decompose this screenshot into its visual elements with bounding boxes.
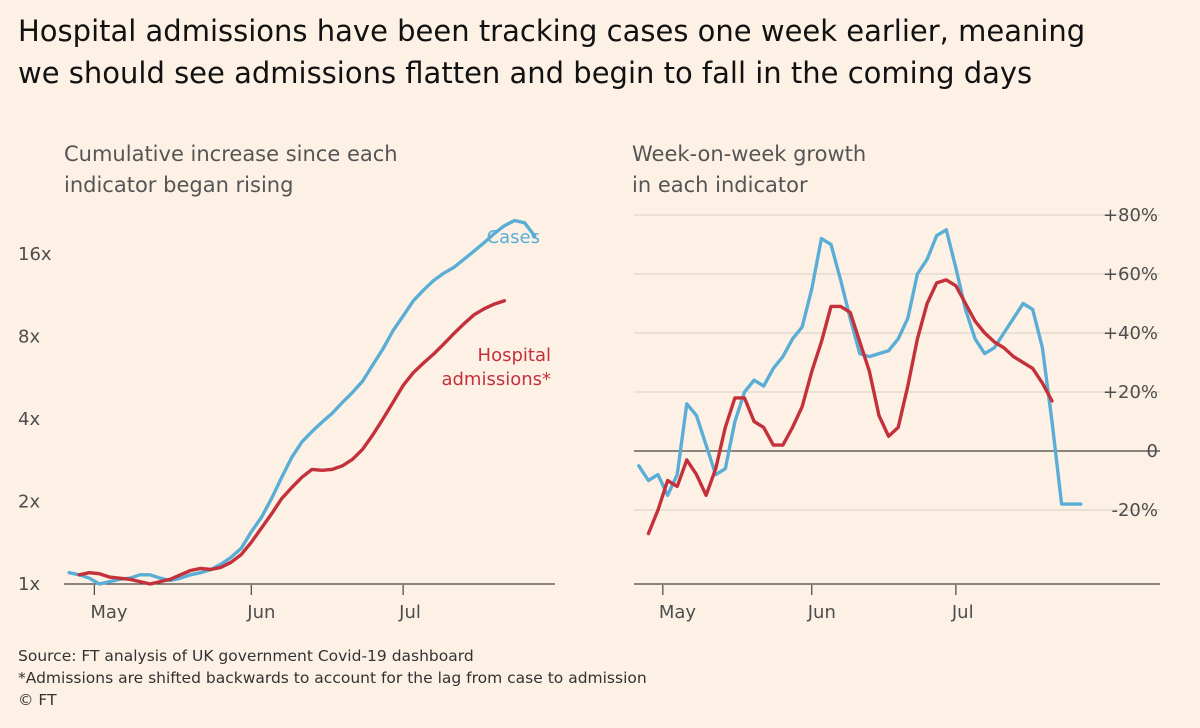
left-panel-title-line-2: indicator began rising: [64, 173, 294, 197]
right-admissions-line: [646, 278, 1054, 536]
right-y-tick-label: 0: [1147, 441, 1158, 462]
left-y-tick-label: 16x: [18, 244, 52, 265]
footnote: *Admissions are shifted backwards to acc…: [18, 669, 647, 687]
ft-credit: © FT: [18, 691, 57, 709]
left-chart: 1x 2x 4x 8x 16x May Jun Jul Cases Hospital admissi…: [18, 218, 555, 623]
left-cases-label: Cases: [487, 227, 540, 248]
left-admissions-label-line-2: admissions*: [441, 369, 551, 390]
right-chart: -20% 0 +20% +40% +60% +80% May Jun Jul: [634, 205, 1160, 623]
left-y-tick-label: 2x: [18, 492, 40, 513]
left-admissions-label-line-1: Hospital: [478, 345, 551, 366]
right-panel-title-line-2: in each indicator: [632, 173, 808, 197]
left-cases-line: [67, 218, 537, 586]
left-panel-title: Cumulative increase since each indicator…: [64, 139, 398, 201]
right-y-tick-label: +80%: [1103, 205, 1158, 226]
chart-title: Hospital admissions have been tracking c…: [18, 10, 1188, 94]
right-y-tick-label: +40%: [1103, 323, 1158, 344]
left-panel-title-line-1: Cumulative increase since each: [64, 142, 398, 166]
right-x-tick-label: May: [659, 602, 697, 623]
title-line-1: Hospital admissions have been tracking c…: [18, 14, 1086, 48]
right-y-tick-label: +20%: [1103, 382, 1158, 403]
title-line-2: we should see admissions flatten and beg…: [18, 56, 1033, 90]
right-x-tick-label: Jun: [807, 602, 836, 623]
right-panel-title-line-1: Week-on-week growth: [632, 142, 867, 166]
left-admissions-line: [77, 299, 507, 586]
left-x-tick-label: Jun: [246, 602, 275, 623]
left-x-tick-label: May: [90, 602, 128, 623]
source-note: Source: FT analysis of UK government Cov…: [18, 647, 474, 665]
right-x-tick-label: Jul: [951, 602, 974, 623]
right-panel-title: Week-on-week growth in each indicator: [632, 139, 866, 201]
left-y-tick-label: 8x: [18, 327, 40, 348]
right-y-tick-label: +60%: [1103, 264, 1158, 285]
footer: Source: FT analysis of UK government Cov…: [18, 645, 647, 711]
right-y-tick-label: -20%: [1111, 500, 1158, 521]
right-cases-line: [637, 228, 1083, 506]
left-y-tick-label: 1x: [18, 574, 40, 595]
left-x-tick-label: Jul: [398, 602, 421, 623]
left-y-tick-label: 4x: [18, 409, 40, 430]
